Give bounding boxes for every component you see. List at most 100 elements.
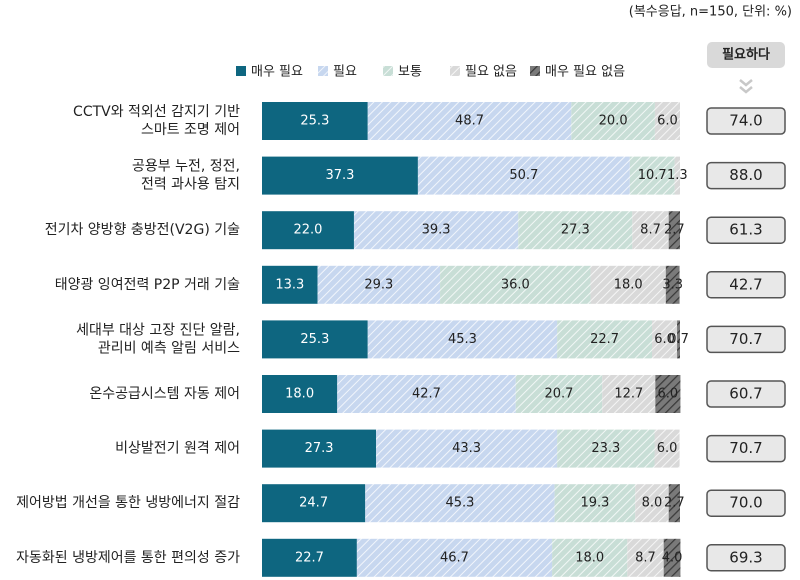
- category-label: 제어방법 개선을 통한 냉방에너지 절감: [16, 495, 240, 511]
- value-label: 50.7: [509, 168, 538, 183]
- needed-value: 70.0: [729, 494, 762, 512]
- note: (복수응답, n=150, 단위: %): [629, 5, 792, 20]
- legend-label: 필요: [333, 65, 357, 80]
- bar-segment: [365, 484, 555, 523]
- category-label: 온수공급시스템 자동 제어: [89, 386, 240, 402]
- value-label: 37.3: [325, 168, 354, 183]
- category-label: 공용부 누전, 정전,: [132, 159, 240, 175]
- legend-label: 보통: [398, 65, 422, 80]
- legend-label: 매우 필요 없음: [545, 65, 625, 80]
- needed-box: [706, 434, 786, 463]
- bar-segment: [674, 156, 680, 195]
- bar-segment: [557, 429, 655, 468]
- value-label: 4.0: [662, 550, 683, 565]
- needed-box: [706, 380, 786, 408]
- bar-segment: [262, 102, 368, 140]
- value-label: 27.3: [561, 223, 590, 238]
- bar-segment: [629, 156, 675, 195]
- bar-segment: [262, 429, 377, 468]
- needed-value: 88.0: [729, 166, 762, 184]
- bar-segment: [262, 265, 318, 304]
- bar-segment: [262, 320, 368, 359]
- value-label: 6.0: [657, 114, 678, 129]
- bar-segment: [557, 320, 652, 359]
- bar-segment: [337, 375, 516, 413]
- category-label: 스마트 조명 제어: [141, 122, 240, 138]
- bar-segment: [317, 265, 441, 304]
- bar-segment: [590, 265, 666, 304]
- needed-value: 69.3: [729, 548, 762, 566]
- bar-segment: [417, 156, 630, 195]
- value-label: 23.3: [591, 441, 620, 456]
- bar-segment: [665, 265, 680, 304]
- bar-segment: [627, 538, 664, 577]
- legend-swatch: [318, 66, 328, 76]
- value-label: 8.7: [640, 223, 661, 238]
- bar-segment: [367, 102, 572, 140]
- value-label: 18.0: [614, 277, 643, 292]
- value-label: 3.3: [662, 277, 683, 292]
- category-label: CCTV와 적외선 감지기 기반: [73, 104, 240, 120]
- value-label: 46.7: [440, 550, 469, 565]
- bar-segment: [367, 320, 558, 359]
- needed-box: [706, 271, 786, 299]
- category-label: 전기차 양방향 충방전(V2G) 기술: [45, 222, 240, 238]
- value-label: 42.7: [412, 387, 441, 402]
- value-label: 45.3: [445, 496, 474, 511]
- value-label: 20.0: [599, 114, 628, 129]
- bar-segment: [356, 538, 553, 577]
- needed-box: [706, 489, 786, 517]
- category-label: 자동화된 냉방제어를 통한 편의성 증가: [16, 550, 240, 566]
- value-label: 25.3: [300, 332, 329, 347]
- bar-segment: [655, 375, 681, 413]
- bar-segment: [651, 320, 678, 359]
- value-label: 19.3: [580, 496, 609, 511]
- value-label: 12.7: [614, 387, 643, 402]
- bar-segment: [262, 156, 418, 195]
- legend-swatch: [530, 66, 540, 76]
- bar-segment: [571, 102, 655, 140]
- value-label: 6.0: [658, 387, 679, 402]
- legend-label: 필요 없음: [465, 65, 517, 80]
- bar-segment: [262, 375, 338, 413]
- legend-label: 매우 필요: [251, 65, 303, 80]
- value-label: 1.3: [667, 168, 688, 183]
- value-label: 36.0: [501, 277, 530, 292]
- category-label: 세대부 대상 고장 진단 알람,: [76, 322, 240, 338]
- value-label: 2.7: [664, 496, 685, 511]
- value-label: 27.3: [305, 441, 334, 456]
- value-label: 45.3: [448, 332, 477, 347]
- legend-swatch: [450, 66, 460, 76]
- value-label: 25.3: [300, 114, 329, 129]
- bar-segment: [668, 484, 680, 523]
- bar-segment: [262, 484, 366, 523]
- bar-segment: [654, 429, 680, 468]
- bar-segment: [677, 320, 680, 359]
- bar-segment: [518, 211, 633, 250]
- legend-swatch: [236, 66, 246, 76]
- needed-box: [706, 216, 786, 244]
- bar-segment: [552, 538, 628, 577]
- bar-segment: [376, 429, 558, 468]
- value-label: 10.7: [638, 168, 667, 183]
- bar-segment: [262, 211, 354, 250]
- needed-value: 70.7: [729, 330, 762, 348]
- category-label: 태양광 잉여전력 P2P 거래 기술: [55, 277, 240, 293]
- value-label: 48.7: [455, 114, 484, 129]
- bar-segment: [668, 211, 680, 250]
- bar-segment: [554, 484, 636, 523]
- value-label: 18.0: [575, 550, 604, 565]
- bar-segment: [635, 484, 669, 523]
- value-label: 8.7: [635, 550, 656, 565]
- value-label: 18.0: [285, 387, 314, 402]
- needed-box: [706, 161, 786, 190]
- value-label: 22.0: [294, 223, 323, 238]
- needed-value: 70.7: [729, 439, 762, 457]
- needed-box: [706, 544, 786, 572]
- value-label: 43.3: [452, 441, 481, 456]
- value-label: 13.3: [275, 277, 304, 292]
- needed-value: 42.7: [729, 275, 762, 293]
- value-label: 20.7: [545, 387, 574, 402]
- value-label: 22.7: [295, 550, 324, 565]
- bar-segment: [440, 265, 591, 304]
